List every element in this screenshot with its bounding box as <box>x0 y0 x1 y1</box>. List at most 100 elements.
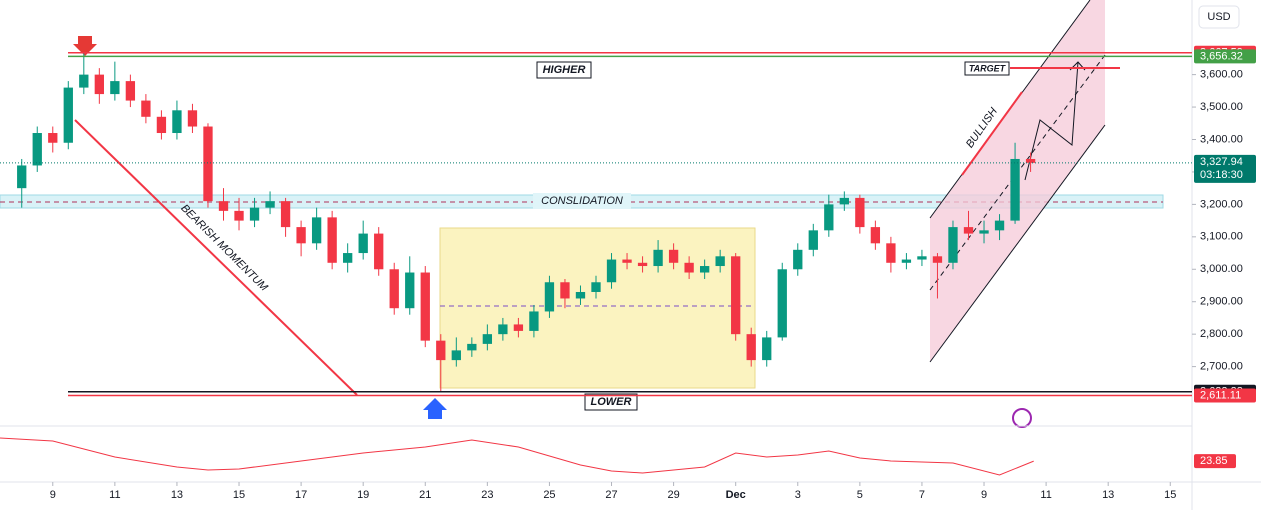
last-price-label: 3,327.94 <box>1200 156 1243 168</box>
candle-body <box>187 110 198 127</box>
logo <box>1012 408 1032 428</box>
candle-body <box>420 272 430 341</box>
range-box <box>439 227 756 389</box>
x-tick-label: 23 <box>481 489 493 501</box>
candle-body <box>668 249 679 263</box>
consolidation-box <box>533 193 631 209</box>
candle-body <box>963 227 974 234</box>
higher-label: HIGHER <box>543 64 586 76</box>
candle-body <box>948 227 958 263</box>
candle-body <box>498 324 508 335</box>
candle-body <box>79 74 89 88</box>
y-tick-label: 2,800.00 <box>1200 328 1243 340</box>
candle-body <box>622 259 632 263</box>
candle-body <box>762 337 772 361</box>
level-tag <box>1194 49 1256 64</box>
candle-body <box>886 243 896 263</box>
candle-body <box>699 266 710 273</box>
x-tick-label: 25 <box>543 489 555 501</box>
candle-body <box>141 100 151 117</box>
y-tick-label: 3,400.00 <box>1200 133 1243 145</box>
level-label: 3,656.32 <box>1200 50 1243 62</box>
candle-body <box>979 230 989 234</box>
x-tick-label: 3 <box>795 489 801 501</box>
candle-body <box>63 87 73 143</box>
candle-body <box>994 220 1005 231</box>
candle-body <box>218 201 229 211</box>
bearish-line <box>74 119 358 396</box>
candle-body <box>715 256 725 267</box>
candle-body <box>824 204 834 231</box>
candle-body <box>746 334 756 361</box>
candle-body <box>32 133 42 166</box>
higher-box <box>536 61 592 79</box>
candle-body <box>94 74 104 95</box>
candle-body <box>653 249 663 267</box>
candle-body <box>637 262 648 267</box>
currency-box[interactable] <box>1198 5 1240 29</box>
candle-body <box>125 81 136 101</box>
lower-label: LOWER <box>591 396 632 408</box>
candle-body <box>684 262 694 273</box>
channel-bottom <box>929 124 1106 363</box>
y-tick-label: 2,700.00 <box>1200 361 1243 373</box>
candle-body <box>932 256 943 263</box>
candle-body <box>296 227 306 244</box>
x-tick-label: 19 <box>357 489 369 501</box>
up-arrow <box>423 398 447 419</box>
candle-body <box>1010 158 1020 221</box>
candle-body <box>405 272 415 309</box>
x-tick-label: 7 <box>919 489 925 501</box>
candle-body <box>591 282 601 292</box>
x-tick-label: 5 <box>857 489 863 501</box>
y-tick-label: 3,200.00 <box>1200 198 1243 210</box>
candle-body <box>249 207 260 221</box>
level-label: 2,611.11 <box>1200 389 1241 401</box>
x-tick-label: 21 <box>419 489 431 501</box>
candle-body <box>358 233 368 254</box>
y-tick-label: 2,900.00 <box>1200 296 1243 308</box>
bullish-line <box>961 91 1023 176</box>
x-tick-label: 9 <box>981 489 987 501</box>
y-tick-label: 3,600.00 <box>1200 69 1243 81</box>
candle-body <box>870 227 881 244</box>
down-arrow <box>73 36 97 56</box>
x-tick-label: 11 <box>109 489 120 501</box>
x-tick-label: 17 <box>295 489 307 501</box>
x-tick-label: 27 <box>605 489 617 501</box>
candle-body <box>513 324 524 331</box>
candle-body <box>467 343 477 351</box>
candle-body <box>265 201 275 208</box>
candle-body <box>343 253 353 263</box>
candle-body <box>374 233 384 270</box>
candle-body <box>901 259 912 263</box>
target-box <box>964 61 1010 76</box>
indicator-tag <box>1194 454 1236 469</box>
candle-body <box>560 282 570 299</box>
y-tick-label: 3,100.00 <box>1200 231 1243 243</box>
y-tick-label: 3,500.00 <box>1200 101 1243 113</box>
x-tick-label: 15 <box>1164 489 1176 501</box>
indicator-value: 23.85 <box>1200 455 1228 467</box>
candle-body <box>855 197 865 228</box>
candle-body <box>327 217 337 263</box>
candle-body <box>156 116 167 134</box>
y-tick-label: 3,000.00 <box>1200 263 1243 275</box>
x-tick-label: 9 <box>50 489 56 501</box>
x-tick-label: 13 <box>1102 489 1114 501</box>
candle-body <box>793 249 803 270</box>
candle-body <box>917 256 927 260</box>
candle-body <box>389 269 399 309</box>
candle-body <box>234 210 244 221</box>
indicator-line <box>0 437 1034 476</box>
candle-body <box>529 311 539 331</box>
candle-body <box>110 81 120 95</box>
candle-body <box>731 256 741 335</box>
currency: USD <box>1207 11 1230 23</box>
candle-body <box>48 133 58 143</box>
candle-body <box>280 201 291 228</box>
last-price-tag <box>1194 154 1256 183</box>
level-tag <box>1194 388 1256 403</box>
lower-box <box>584 393 638 411</box>
